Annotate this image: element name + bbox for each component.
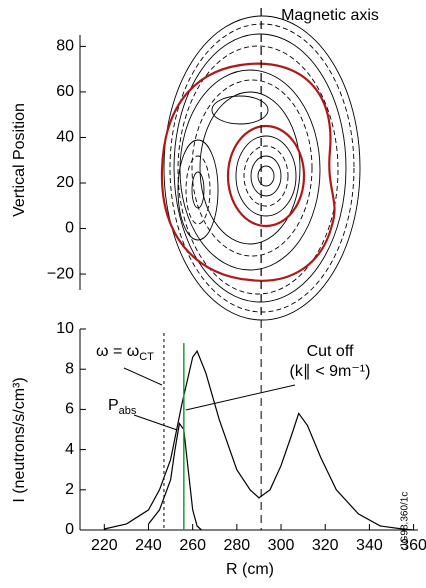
- x-tick-label: 240: [135, 537, 162, 554]
- x-tick-label: 340: [356, 537, 383, 554]
- y-tick-label: 60: [56, 83, 74, 100]
- x-tick-label: 360: [400, 537, 426, 554]
- y-tick-label: 6: [65, 401, 74, 418]
- y-tick-label: 20: [56, 174, 74, 191]
- y-tick-label: 40: [56, 129, 74, 146]
- figure-id: JG98.360/1c: [400, 492, 411, 549]
- y-axis-label: I (neutrons/s/cm³): [11, 377, 28, 502]
- annotation-subscript: abs: [119, 405, 137, 417]
- pointer: [185, 384, 296, 411]
- annotation-text: Cut off: [307, 343, 354, 360]
- annotation: (k∥ < 9m⁻¹): [290, 363, 371, 380]
- pointer: [123, 367, 163, 386]
- y-tick-label: 0: [65, 521, 74, 538]
- x-tick-label: 220: [91, 537, 118, 554]
- x-tick-label: 280: [223, 537, 250, 554]
- annotation: ω = ωCT: [96, 343, 154, 363]
- x-tick-label: 260: [179, 537, 206, 554]
- y-tick-label: 8: [65, 360, 74, 377]
- y-tick-label: 80: [56, 38, 74, 55]
- pointer: [133, 414, 178, 431]
- x-tick-label: 320: [312, 537, 339, 554]
- x-tick-label: 300: [268, 537, 295, 554]
- y-tick-label: 10: [56, 320, 74, 337]
- curve: [148, 422, 202, 531]
- curve: [104, 349, 414, 531]
- y-axis-label: Vertical Position: [11, 103, 28, 217]
- annotation: Pabs: [108, 397, 137, 417]
- contours: [160, 15, 361, 321]
- y-tick-label: 2: [65, 481, 74, 498]
- annotation-subscript: CT: [139, 351, 154, 363]
- annotation: Cut off: [307, 343, 354, 360]
- y-tick-label: 0: [65, 220, 74, 237]
- x-axis-label: R (cm): [226, 561, 274, 578]
- y-tick-label: −20: [47, 265, 74, 282]
- annotation: Magnetic axis: [281, 7, 379, 24]
- y-tick-label: 4: [65, 441, 74, 458]
- annotation-text: P: [108, 397, 119, 414]
- annotation-text: ω = ω: [96, 343, 139, 360]
- annotation-text: (k∥ < 9m⁻¹): [290, 363, 371, 380]
